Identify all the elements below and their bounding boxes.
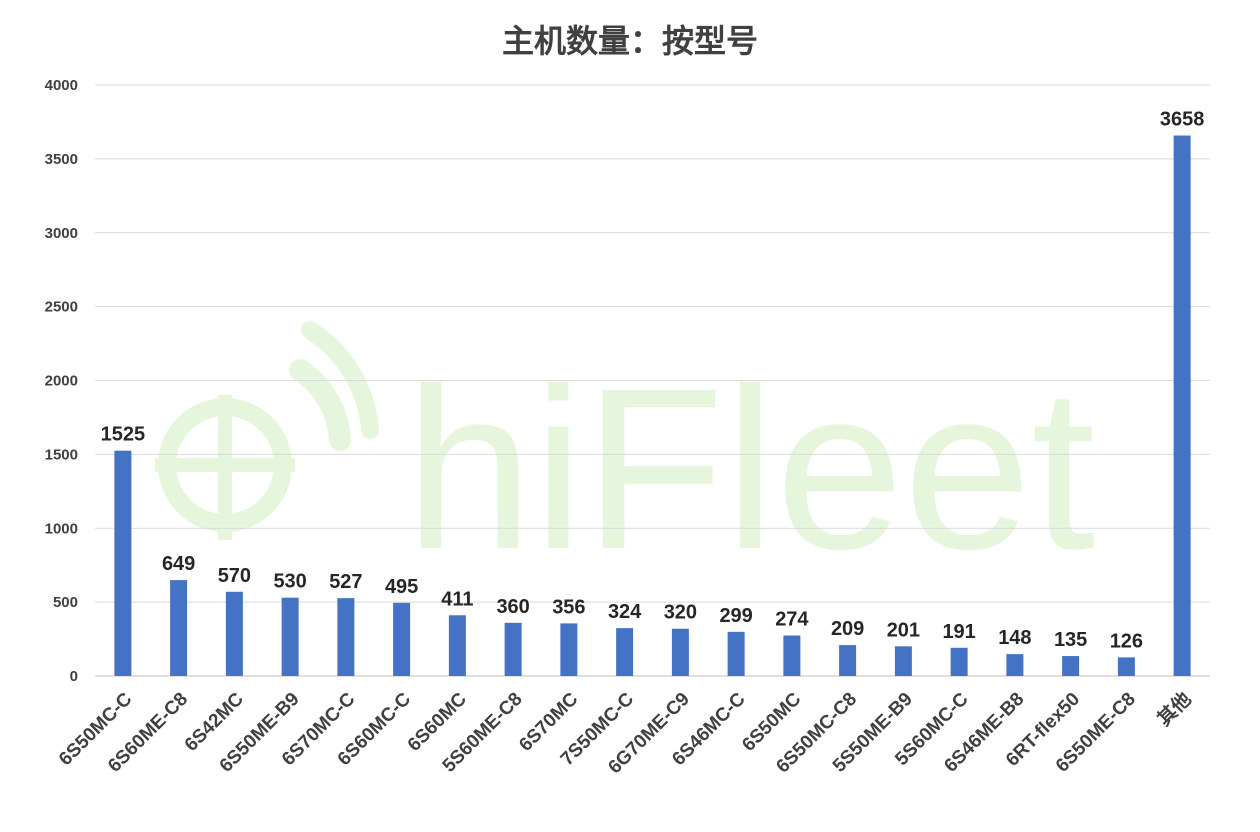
bar (281, 597, 299, 676)
y-tick-label: 2000 (45, 373, 78, 390)
data-label: 209 (831, 618, 864, 640)
bar (727, 631, 745, 676)
signal-globe-icon (155, 321, 379, 540)
data-label: 299 (719, 605, 752, 627)
bar (225, 591, 243, 676)
data-label: 570 (218, 565, 251, 587)
data-label: 324 (608, 601, 642, 623)
data-label: 148 (998, 627, 1031, 649)
bar (1006, 654, 1024, 676)
y-axis-ticks: 0 500 1000 1500 2000 2500 3000 3500 4000 (45, 77, 78, 685)
y-tick-label: 2500 (45, 299, 78, 316)
y-tick-label: 1000 (45, 520, 78, 537)
y-tick-label: 3500 (45, 151, 78, 168)
bar (560, 623, 578, 676)
data-label: 495 (385, 576, 418, 598)
bar (671, 628, 689, 676)
data-label: 530 (273, 571, 306, 593)
data-label: 201 (887, 619, 920, 641)
y-tick-label: 4000 (45, 77, 78, 94)
bars (114, 135, 1191, 676)
data-label: 1525 (101, 424, 146, 446)
gridlines (95, 84, 1210, 677)
bar (504, 622, 522, 676)
chart-title: 主机数量：按型号 (502, 22, 758, 60)
y-tick-label: 500 (53, 594, 78, 611)
data-label: 126 (1110, 630, 1143, 652)
bar (894, 646, 912, 676)
data-label: 411 (441, 588, 473, 610)
bar (337, 598, 355, 676)
bar (839, 645, 857, 676)
y-tick-label: 1500 (45, 446, 78, 463)
bar (170, 580, 188, 676)
bar (393, 602, 411, 676)
bar (448, 615, 466, 676)
data-label: 649 (162, 553, 195, 575)
x-tick-label: 其他 (1153, 687, 1196, 730)
bar (950, 647, 968, 676)
data-label: 191 (942, 621, 975, 643)
data-label: 527 (329, 571, 362, 593)
data-label: 3658 (1160, 109, 1205, 131)
y-tick-label: 0 (70, 668, 78, 685)
data-label: 356 (552, 596, 585, 618)
bar (1173, 135, 1191, 676)
bar (114, 450, 132, 676)
data-label: 360 (496, 596, 529, 618)
bar (1062, 656, 1080, 676)
data-label: 274 (775, 609, 809, 631)
bar (616, 628, 634, 676)
x-axis-ticks: 6S50MC-C6S60ME-C86S42MC6S50ME-B96S70MC-C… (55, 687, 1196, 778)
watermark-logo: hiFleet (155, 321, 1095, 597)
watermark-text: hiFleet (405, 340, 1095, 597)
y-tick-label: 3000 (45, 225, 78, 242)
data-label: 135 (1054, 629, 1087, 651)
bar (783, 635, 801, 676)
data-label: 320 (664, 602, 697, 624)
data-labels: 1525 649 570 530 527 495 411 360 356 324 320 299 274… (101, 109, 1205, 653)
bar (1117, 657, 1135, 676)
